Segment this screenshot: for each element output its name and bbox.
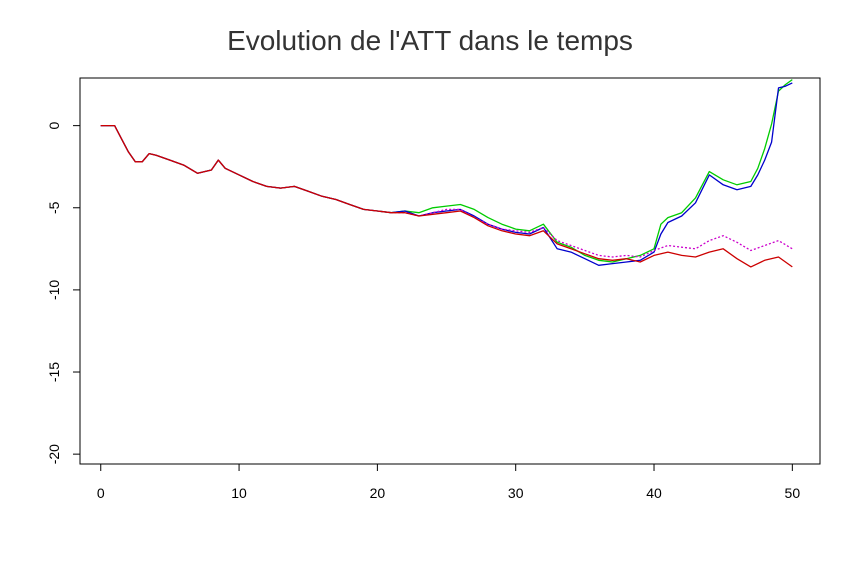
series-line-3 bbox=[100, 124, 793, 258]
x-tick-label: 50 bbox=[785, 485, 801, 501]
plot-area-frame bbox=[79, 77, 821, 465]
series-line-2 bbox=[100, 82, 793, 266]
y-tick-label: -20 bbox=[46, 444, 62, 464]
series-line-1 bbox=[100, 79, 793, 263]
x-axis: 0 10 20 30 40 50 bbox=[97, 463, 801, 501]
y-axis: 0 -5 -10 -15 -20 bbox=[46, 122, 81, 464]
y-tick-label: -10 bbox=[46, 280, 62, 300]
x-tick-label: 0 bbox=[97, 485, 105, 501]
chart-title: Evolution de l'ATT dans le temps bbox=[227, 25, 633, 56]
x-tick-label: 30 bbox=[508, 485, 524, 501]
y-tick-label: -5 bbox=[46, 201, 62, 214]
y-tick-label: -15 bbox=[46, 362, 62, 382]
x-tick-label: 20 bbox=[370, 485, 386, 501]
series-line-4 bbox=[100, 124, 793, 268]
series-layer bbox=[100, 79, 793, 268]
x-tick-label: 40 bbox=[646, 485, 662, 501]
y-tick-label: 0 bbox=[46, 122, 62, 130]
x-tick-label: 10 bbox=[231, 485, 247, 501]
